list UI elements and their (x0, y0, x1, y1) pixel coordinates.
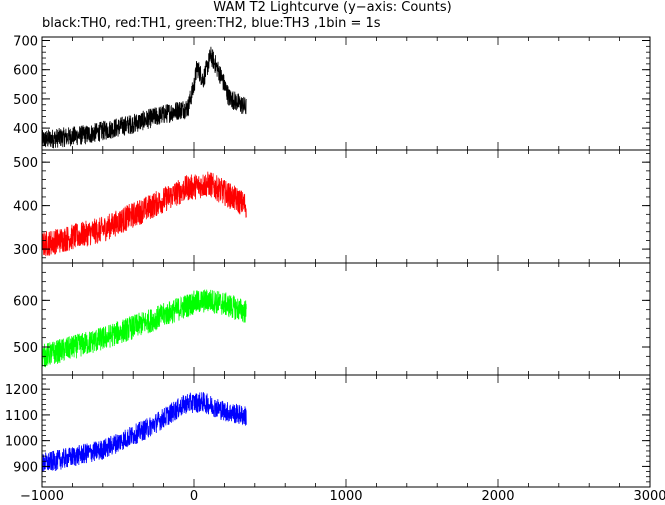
series-th3-line (42, 392, 247, 473)
y-tick-label: 600 (13, 294, 38, 309)
y-tick-label: 700 (13, 35, 38, 50)
x-tick-label: 1000 (329, 489, 362, 504)
panel-th1: 300 400 500 (13, 149, 651, 264)
y-tick-label: 500 (13, 341, 38, 356)
x-tick-label: 2000 (481, 489, 514, 504)
x-tick-label: 3000 (633, 489, 665, 504)
y-tick-label: 600 (13, 64, 38, 79)
x-tick-label: 0 (190, 489, 198, 504)
series-th2-line (42, 289, 247, 368)
panel-th2: 500 600 (13, 262, 651, 376)
y-tick-label: 1000 (5, 435, 38, 450)
panel-frame (41, 374, 651, 488)
y-tick-label: 500 (13, 156, 38, 171)
chart-subtitle: black:TH0, red:TH1, green:TH2, blue:TH3 … (42, 16, 381, 31)
series-th1-line (42, 171, 247, 257)
y-tick-label: 900 (13, 460, 38, 475)
series-th0-line (42, 46, 247, 149)
panel-th3: 900 1000 1100 1200 (5, 374, 651, 488)
chart-title: WAM T2 Lightcurve (y−axis: Counts) (213, 0, 452, 15)
x-tick-label: −1000 (20, 489, 64, 504)
y-tick-label: 1100 (5, 409, 38, 424)
y-tick-label: 300 (13, 243, 38, 258)
panel-th0: 400 500 600 700 (13, 35, 651, 151)
y-tick-label: 500 (13, 93, 38, 108)
y-tick-label: 400 (13, 122, 38, 137)
y-tick-label: 400 (13, 200, 38, 215)
y-tick-label: 1200 (5, 383, 38, 398)
